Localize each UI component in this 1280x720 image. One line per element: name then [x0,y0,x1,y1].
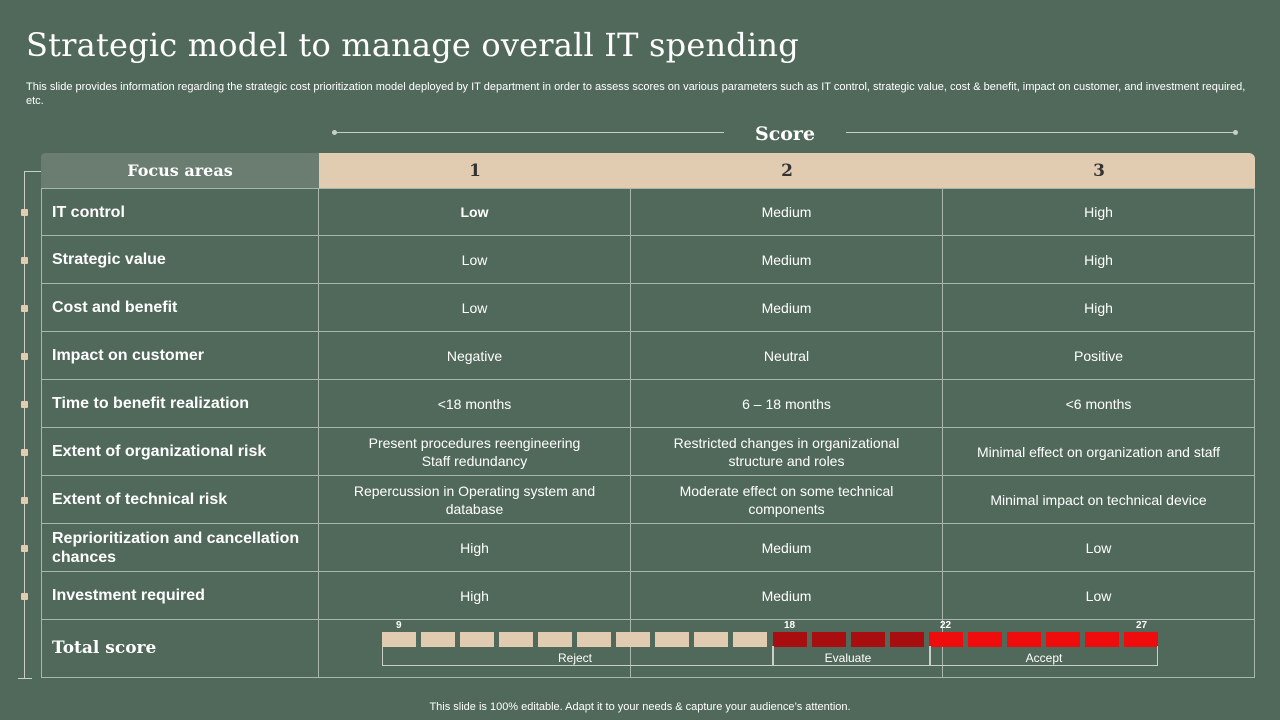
table-cell: Medium [631,236,943,284]
score-segment-reject [733,632,767,647]
score-segment-reject [538,632,572,647]
score-segment-evaluate [890,632,924,647]
timeline-marker [21,593,28,600]
table-cell: Medium [631,284,943,332]
score-segment-reject [655,632,689,647]
table-cell: Low [319,284,631,332]
zone-label-reject: Reject [557,651,592,665]
timeline-marker [21,209,28,216]
row-label-time-to-benefit: Time to benefit realization [41,380,319,428]
footer-note: This slide is 100% editable. Adapt it to… [429,701,851,713]
zone-bracket-accept [930,646,1158,666]
row-label-reprioritization: Reprioritization and cancellation chance… [41,524,319,572]
table-cell: <18 months [319,380,631,428]
table-cell: Medium [631,572,943,620]
row-label-organizational-risk: Extent of organizational risk [41,428,319,476]
timeline-line [24,172,25,678]
table-cell: High [943,188,1255,236]
score-line-right [846,132,1236,133]
zone-bracket-reject [382,646,773,666]
timeline-marker [21,257,28,264]
score-segment-reject [421,632,455,647]
total-cell [631,620,943,678]
table-cell: 6 – 18 months [631,380,943,428]
score-segment-accept [1046,632,1080,647]
score-segment-reject [499,632,533,647]
total-cell [319,620,631,678]
table-cell: Neutral [631,332,943,380]
score-marker-18: 18 [784,620,796,631]
row-label-cost-and-benefit: Cost and benefit [41,284,319,332]
table-cell: Low [943,524,1255,572]
timeline-top-connector [24,171,50,172]
table-cell: High [943,236,1255,284]
score-segment-reject [577,632,611,647]
row-label-strategic-value: Strategic value [41,236,319,284]
header-score-3: 3 [943,153,1255,188]
score-segment-accept [1007,632,1041,647]
table-cell: Positive [943,332,1255,380]
table-cell: Low [319,188,631,236]
timeline-marker [21,353,28,360]
timeline-marker [21,305,28,312]
score-segment-reject [460,632,494,647]
slide-title: Strategic model to manage overall IT spe… [26,26,799,64]
score-marker-22: 22 [940,620,952,631]
header-focus-areas: Focus areas [41,153,319,188]
table-cell: Moderate effect on some technical compon… [631,476,943,524]
timeline-marker [21,449,28,456]
score-segment-reject [694,632,728,647]
table-cell: High [319,524,631,572]
timeline-marker [21,497,28,504]
table-cell: Present procedures reengineering Staff r… [319,428,631,476]
table-cell: Low [943,572,1255,620]
table-cell: Negative [319,332,631,380]
zone-label-evaluate: Evaluate [824,651,872,665]
score-segment-accept [1085,632,1119,647]
row-label-investment-required: Investment required [41,572,319,620]
header-score-2: 2 [631,153,943,188]
strategy-table: Focus areas 1 2 3 IT control Low Medium … [41,153,1255,678]
score-segment-reject [616,632,650,647]
zone-bracket-evaluate [773,646,930,666]
row-label-total-score: Total score [41,620,319,678]
zone-label-accept: Accept [1025,651,1063,665]
table-cell: Minimal impact on technical device [943,476,1255,524]
score-line-left-dot [332,130,337,135]
table-cell: Low [319,236,631,284]
score-heading: Score [754,123,816,145]
timeline-bottom-cap [18,678,32,679]
timeline-marker [21,401,28,408]
score-marker-27: 27 [1136,620,1148,631]
timeline-marker [21,545,28,552]
row-label-technical-risk: Extent of technical risk [41,476,319,524]
score-segment-reject [382,632,416,647]
table-cell: High [943,284,1255,332]
score-segment-accept [968,632,1002,647]
table-cell: High [319,572,631,620]
slide-subtitle: This slide provides information regardin… [26,81,1246,107]
header-score-1: 1 [319,153,631,188]
table-cell: Minimal effect on organization and staff [943,428,1255,476]
table-cell: <6 months [943,380,1255,428]
row-label-impact-on-customer: Impact on customer [41,332,319,380]
score-line-right-dot [1233,130,1238,135]
score-marker-9: 9 [396,620,402,631]
table-cell: Medium [631,524,943,572]
score-line-left [336,132,724,133]
score-segment-accept [1124,632,1158,647]
table-cell: Medium [631,188,943,236]
score-segment-evaluate [812,632,846,647]
row-label-it-control: IT control [41,188,319,236]
score-segment-evaluate [851,632,885,647]
score-segment-evaluate [773,632,807,647]
table-cell: Repercussion in Operating system and dat… [319,476,631,524]
table-cell: Restricted changes in organizational str… [631,428,943,476]
total-cell [943,620,1255,678]
score-segment-accept [929,632,963,647]
